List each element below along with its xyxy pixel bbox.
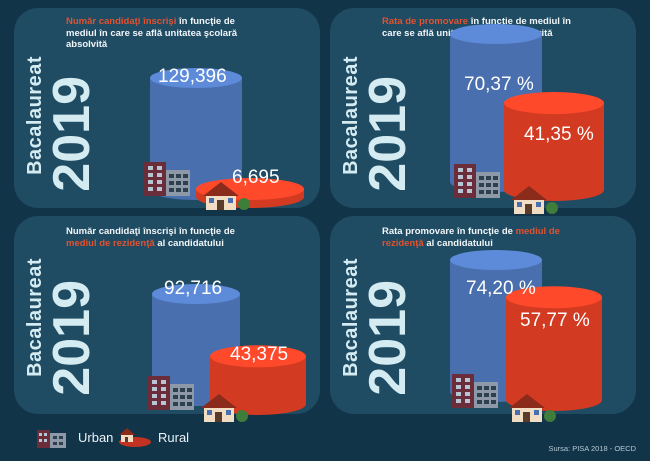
building-icon-3: [148, 376, 194, 410]
value-label-rural-3: 43,375: [230, 344, 289, 365]
house-icon-1: [203, 182, 250, 210]
value-label-rural-4: 57,77 %: [520, 310, 590, 331]
chart-title-part: Număr candidaţi înscrişi în funcţie de: [66, 226, 235, 237]
value-label-rural-1: 6,695: [232, 167, 280, 188]
bar-urban-1-top: [150, 68, 242, 88]
chart-title-3: Număr candidaţi înscrişi în funcţie de m…: [66, 226, 266, 249]
chart-title-part: Rata de promovare: [382, 16, 469, 27]
bar-urban-3-top: [152, 284, 240, 304]
house-icon-4: [509, 394, 556, 422]
value-label-rural-2: 41,35 %: [524, 124, 594, 145]
value-label-urban-3: 92,716: [164, 278, 223, 299]
chart-title-part: al candidatului: [154, 237, 224, 249]
value-label-urban-4: 74,20 %: [466, 278, 536, 299]
bar-rural-3-top: [210, 345, 306, 368]
chart-title-1: Număr candidaţi înscrişi în funcţie de m…: [66, 16, 266, 51]
building-icon-4: [452, 374, 498, 408]
bar-urban-2-top: [450, 24, 542, 44]
chart-title-part: mediul de rezidenţă: [382, 226, 560, 249]
bar-rural-4: [506, 286, 602, 411]
legend-rural-label: Rural: [158, 429, 190, 445]
chart-title-4: Rata promovare în funcţie de mediul de r…: [382, 226, 582, 249]
building-icon: [37, 430, 66, 448]
legend-urban: Urban: [36, 426, 113, 448]
bar-rural-3-body: [210, 356, 306, 415]
bar-rural-2-top: [504, 92, 604, 115]
house-icon-2: [511, 186, 558, 214]
building-icon-1: [144, 162, 190, 196]
house-icon-3: [201, 394, 248, 422]
bar-rural-2-body: [504, 103, 604, 201]
legend-rural: Rural: [118, 426, 189, 448]
house-icon: [119, 428, 151, 447]
bar-rural-2: [504, 92, 604, 201]
legend-urban-label: Urban: [78, 429, 114, 445]
bar-rural-4-body: [506, 297, 602, 411]
value-label-urban-1: 129,396: [158, 66, 227, 87]
chart-title-part: Număr candidaţi înscrişi: [66, 16, 177, 27]
bar-urban-1: [150, 68, 242, 200]
bar-urban-4-top: [450, 250, 542, 270]
building-icon-2: [454, 164, 500, 198]
chart-title-part: al candidatului: [423, 237, 493, 249]
bar-urban-1-body: [150, 78, 242, 200]
chart-title-part: în funcţie de mediul în care se află uni…: [66, 16, 238, 51]
chart-title-part: mediul de rezidenţă: [66, 237, 155, 249]
bar-rural-4-top: [506, 286, 602, 309]
value-label-urban-2: 70,37 %: [464, 74, 534, 95]
bar-rural-3: [210, 345, 306, 415]
source-note: Sursa: PISA 2018 - OECD: [548, 444, 636, 453]
chart-title-part: Rata promovare în funcţie de: [382, 226, 516, 237]
